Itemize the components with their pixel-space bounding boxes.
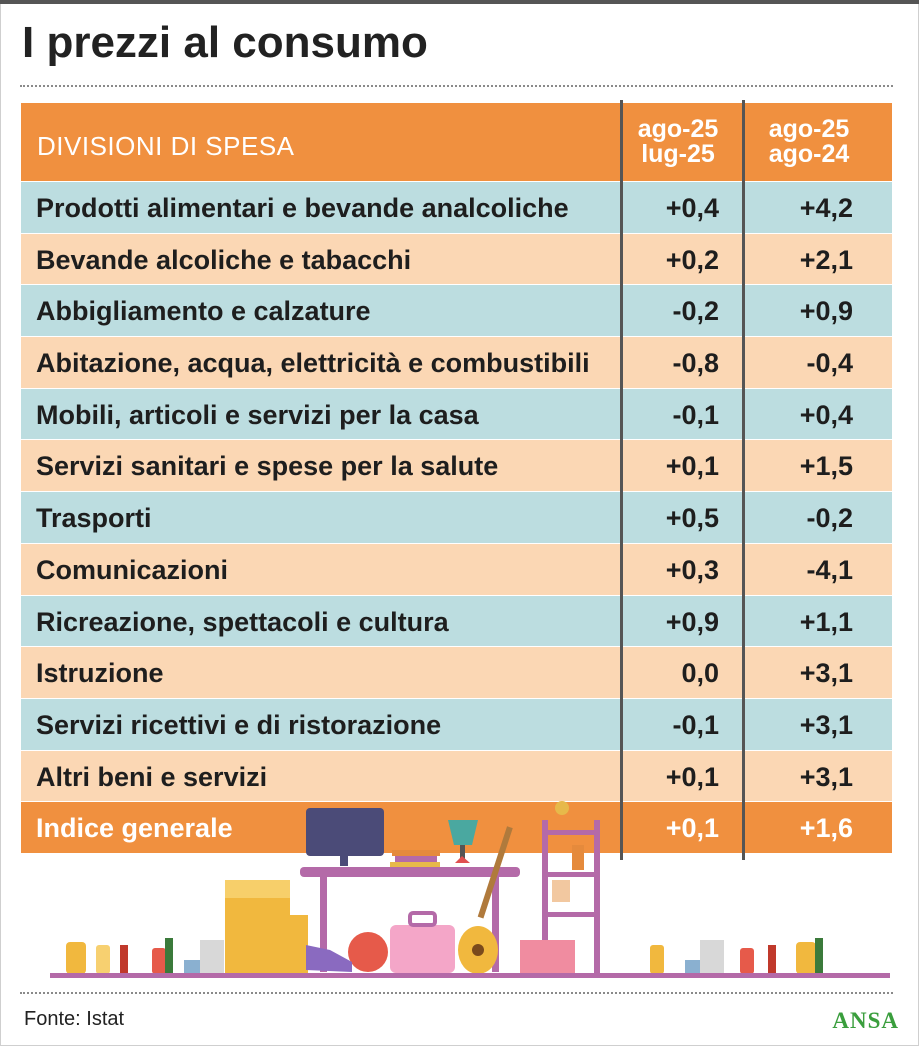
monitor-icon: [306, 808, 384, 866]
row-label: Servizi ricettivi e di ristorazione: [36, 709, 442, 740]
header-yearly-line2: ago-24: [768, 140, 850, 168]
table-row: Bevande alcoliche e tabacchi +0,2 +2,1: [21, 232, 892, 285]
row-monthly-value: +0,5: [665, 503, 719, 534]
row-monthly-value: +0,1: [665, 451, 719, 482]
header-monthly: ago-25 lug-25: [618, 117, 738, 167]
row-yearly-value: +3,1: [799, 658, 853, 689]
table-row: Ricreazione, spettacoli e cultura +0,9 +…: [21, 594, 892, 647]
row-monthly-value: +0,4: [665, 193, 719, 223]
row-monthly-value: +0,3: [665, 554, 719, 585]
household-goods-illustration: [66, 801, 823, 975]
row-monthly-value: -0,1: [672, 709, 719, 740]
column-divider: [620, 100, 623, 860]
row-label: Prodotti alimentari e bevande analcolich…: [36, 193, 569, 223]
row-monthly-value: -0,1: [672, 399, 719, 430]
page-title: I prezzi al consumo: [22, 18, 428, 67]
row-label: Mobili, articoli e servizi per la casa: [36, 399, 479, 430]
table-row: Trasporti +0,5 -0,2: [21, 491, 892, 543]
row-label: Trasporti: [36, 503, 152, 534]
row-label: Ricreazione, spettacoli e cultura: [36, 606, 449, 637]
row-monthly-value: +0,9: [665, 606, 719, 637]
bottles-icon: [66, 938, 224, 974]
shoe-icon: [306, 945, 352, 972]
ball-icon: [348, 932, 388, 972]
row-yearly-value: +2,1: [799, 244, 853, 275]
row-yearly-value: +0,4: [799, 399, 853, 430]
row-label: Istruzione: [36, 658, 164, 689]
title-divider: [20, 85, 893, 87]
footer-divider: [20, 992, 893, 994]
box-icon: [225, 880, 308, 975]
source-note: Fonte: Istat: [24, 1008, 125, 1030]
header-monthly-line2: lug-25: [641, 140, 715, 168]
row-label: Comunicazioni: [36, 554, 229, 585]
row-monthly-value: +0,2: [665, 244, 719, 275]
row-monthly-value: -0,2: [672, 296, 719, 327]
row-monthly-value: +0,1: [665, 761, 719, 792]
header-divisions: DIVISIONI DI SPESA: [37, 131, 295, 161]
row-yearly-value: -0,4: [806, 348, 853, 379]
row-yearly-value: +3,1: [799, 709, 853, 740]
row-monthly-value: -0,8: [672, 348, 719, 379]
header-yearly-line1: ago-25: [768, 115, 850, 143]
table-row: Abitazione, acqua, elettricità e combust…: [21, 336, 892, 388]
books-icon: [390, 850, 440, 867]
top-border: [0, 0, 919, 4]
ansa-logo: ANSA: [832, 1008, 899, 1033]
table-row: Servizi ricettivi e di ristorazione -0,1…: [21, 697, 892, 750]
bottles-icon: [650, 938, 823, 974]
row-yearly-value: +1,5: [799, 451, 853, 482]
lamp-icon: [448, 820, 478, 863]
guitar-icon: [458, 826, 513, 974]
table-row: Mobili, articoli e servizi per la casa -…: [21, 387, 892, 440]
table-row: Abbigliamento e calzature -0,2 +0,9: [21, 284, 892, 337]
row-label: Abbigliamento e calzature: [36, 296, 371, 327]
illustration-floor: [50, 973, 890, 978]
column-divider: [742, 100, 745, 860]
desk-icon: [300, 867, 520, 972]
header-yearly: ago-25 ago-24: [749, 117, 869, 167]
table-row: Servizi sanitari e spese per la salute +…: [21, 439, 892, 492]
row-yearly-value: +1,6: [799, 813, 853, 844]
row-label: Indice generale: [36, 813, 233, 844]
row-yearly-value: +3,1: [799, 761, 853, 792]
row-label: Servizi sanitari e spese per la salute: [36, 451, 499, 482]
table-row: Altri beni e servizi +0,1 +3,1: [21, 749, 892, 802]
row-label: Altri beni e servizi: [36, 761, 268, 792]
table-row: Istruzione 0,0 +3,1: [21, 646, 892, 698]
table-header: DIVISIONI DI SPESA ago-25 lug-25 ago-25 …: [21, 103, 892, 181]
row-label: Abitazione, acqua, elettricità e combust…: [36, 348, 590, 379]
row-yearly-value: +0,9: [799, 296, 853, 327]
row-monthly-value: 0,0: [681, 658, 719, 689]
price-table: DIVISIONI DI SPESA ago-25 lug-25 ago-25 …: [21, 103, 892, 853]
header-monthly-line1: ago-25: [637, 115, 719, 143]
row-yearly-value: -0,2: [806, 503, 853, 534]
pink-box-icon: [520, 940, 575, 975]
shelf-icon: [542, 801, 600, 975]
row-monthly-value: +0,1: [665, 813, 719, 844]
row-yearly-value: +1,1: [799, 606, 853, 637]
row-yearly-value: +4,2: [799, 193, 853, 223]
suitcase-icon: [390, 911, 455, 973]
row-label: Bevande alcoliche e tabacchi: [36, 244, 412, 275]
table-row: Comunicazioni +0,3 -4,1: [21, 542, 892, 595]
row-yearly-value: -4,1: [806, 554, 853, 585]
table-row: Prodotti alimentari e bevande analcolich…: [21, 181, 892, 233]
